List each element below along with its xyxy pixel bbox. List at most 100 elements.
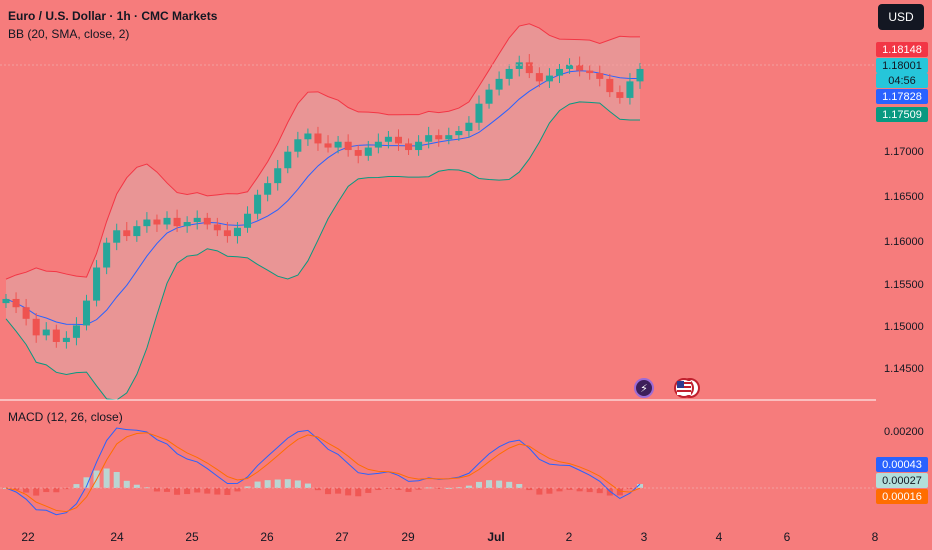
- macd-histogram-bar: [435, 488, 442, 489]
- candle-body: [183, 222, 191, 227]
- candle-body: [123, 230, 131, 237]
- x-tick-label: 29: [401, 530, 415, 544]
- macd-histogram-bar: [576, 488, 583, 492]
- us-flag-event-icon[interactable]: [674, 378, 694, 398]
- candle-body: [294, 139, 302, 152]
- macd-histogram-bar: [163, 488, 171, 492]
- candle-body: [555, 68, 564, 76]
- candle-body: [586, 70, 594, 74]
- candle-body: [525, 62, 533, 74]
- macd-histogram-bar: [53, 488, 60, 493]
- macd-histogram-bar: [335, 488, 342, 494]
- candle-body: [254, 194, 262, 214]
- macd-histogram-bar: [73, 484, 80, 488]
- macd-histogram-bar: [455, 487, 462, 489]
- macd-histogram-bar: [254, 481, 261, 488]
- bb-upper-tag: 1.18148: [876, 42, 928, 57]
- macd-histogram-bar: [33, 488, 40, 496]
- macd-histogram-bar: [304, 483, 311, 488]
- macd-histogram-bar: [636, 484, 644, 488]
- macd-histogram-bar: [314, 488, 321, 491]
- chart-title[interactable]: Euro / U.S. Dollar · 1h · CMC Markets: [8, 9, 218, 23]
- macd-histogram-bar: [566, 488, 573, 490]
- x-tick-label: 22: [21, 530, 35, 544]
- candle-body: [93, 267, 101, 301]
- candle-body: [82, 300, 91, 326]
- x-tick-label: 8: [871, 530, 879, 544]
- last-price-tag: 1.18001: [876, 58, 928, 73]
- macd-histogram-bar: [616, 488, 623, 496]
- signal-line-tag: 0.00027: [876, 473, 928, 488]
- macd-histogram-bar: [123, 480, 130, 488]
- macd-histogram-bar: [143, 487, 150, 489]
- y-tick-label: 1.17000: [884, 146, 924, 158]
- x-tick-label: Jul: [487, 530, 505, 544]
- candle-body: [143, 219, 151, 227]
- candle-body: [485, 89, 493, 104]
- candle-body: [636, 68, 644, 82]
- macd-histogram-bar: [294, 480, 301, 488]
- bb-fill: [6, 23, 640, 401]
- candle-body: [616, 92, 624, 98]
- candle-body: [344, 141, 352, 151]
- x-tick-label: 26: [260, 530, 274, 544]
- candle-body: [435, 135, 443, 140]
- candle-body: [475, 103, 483, 123]
- macd-histogram-bar: [103, 468, 110, 488]
- currency-button[interactable]: USD: [878, 4, 924, 30]
- candle-body: [173, 217, 181, 227]
- candle-body: [445, 135, 453, 140]
- macd-histogram-bar: [63, 488, 70, 490]
- macd-histogram-bar: [204, 488, 211, 494]
- y-tick-label: 1.14500: [884, 363, 924, 375]
- macd-histogram-bar: [596, 488, 603, 494]
- candle-body: [274, 168, 282, 184]
- candle-body: [52, 329, 60, 342]
- candle-body: [133, 226, 141, 237]
- macd-histogram-bar: [506, 481, 513, 488]
- candle-body: [213, 224, 221, 231]
- candles: [2, 54, 644, 349]
- x-tick-label: 27: [335, 530, 349, 544]
- bb-indicator-label[interactable]: BB (20, SMA, close, 2): [8, 27, 130, 41]
- macd-indicator-label[interactable]: MACD (12, 26, close): [8, 410, 123, 424]
- candle-body: [626, 81, 634, 98]
- macd-histogram-bar: [274, 479, 281, 488]
- macd-histogram-bar: [133, 484, 140, 488]
- macd-histogram-bar: [365, 488, 372, 493]
- x-tick-label: 6: [783, 530, 791, 544]
- candle-body: [495, 78, 503, 90]
- macd-histogram-bar: [546, 488, 553, 494]
- macd-histogram-bar: [526, 488, 533, 491]
- macd-histogram-bar: [43, 488, 50, 493]
- macd-histogram-bar: [224, 488, 231, 495]
- macd-histogram-bar: [264, 480, 271, 488]
- macd-histogram-bar: [13, 488, 20, 490]
- macd-histogram-bar: [184, 488, 191, 495]
- macd-histogram-bar: [83, 477, 90, 488]
- lightning-event-icon[interactable]: ⚡: [634, 378, 654, 398]
- macd-histogram-bar: [153, 488, 160, 492]
- bb-upper-line: [5, 23, 640, 280]
- candle-body: [62, 337, 70, 342]
- candle-body: [264, 183, 272, 195]
- macd-histogram-bar: [244, 486, 251, 488]
- candle-body: [364, 147, 372, 156]
- candle-body: [505, 68, 513, 79]
- macd-tick-label: 0.00200: [884, 426, 924, 438]
- x-tick-label: 4: [715, 530, 723, 544]
- macd-histogram-bar: [214, 488, 221, 495]
- candle-body: [233, 227, 241, 237]
- candle-body: [113, 230, 121, 243]
- candle-body: [515, 62, 523, 69]
- macd-histogram-bar: [486, 480, 493, 488]
- flag-icon: [677, 381, 691, 395]
- bollinger-bands: [5, 23, 640, 401]
- candle-body: [153, 219, 161, 225]
- candle-body: [415, 141, 423, 151]
- x-tick-label: 3: [640, 530, 648, 544]
- y-tick-label: 1.15000: [884, 321, 924, 333]
- candle-body: [314, 133, 322, 144]
- macd-histogram-bar: [194, 488, 201, 493]
